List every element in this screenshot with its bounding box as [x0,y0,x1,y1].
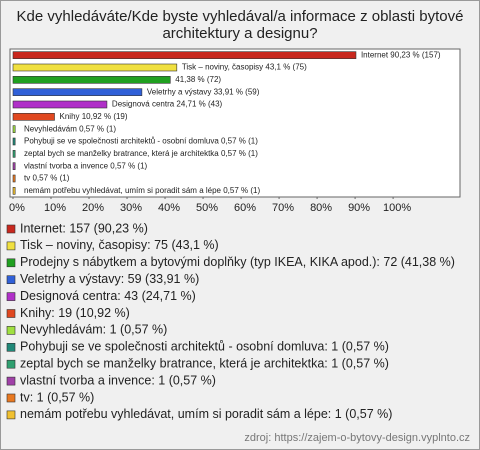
bar [12,174,16,183]
x-tick-label: 90% [348,202,370,214]
legend-label: Nevyhledávám: 1 (0,57 %) [20,323,167,337]
legend-label: Knihy: 19 (10,92 %) [20,306,130,320]
legend-swatch [6,376,16,386]
legend: Internet: 157 (90,23 %) Tisk – noviny, ča… [6,221,455,421]
legend-swatch [6,292,16,301]
bar [12,100,108,109]
bar [12,137,16,146]
legend-swatch [6,342,16,352]
legend-swatch [6,224,16,234]
legend-swatch [6,258,16,268]
chart-title: Kde vyhledáváte/Kde byste vyhledával/a i… [17,8,464,25]
legend-label: Tisk – noviny, časopisy: 75 (43,1 %) [20,238,219,252]
legend-swatch [6,326,16,335]
data-label: Internet 90,23 % (157) [361,50,441,59]
bar [12,150,16,158]
x-tick-label: 80% [310,202,332,214]
data-label: nemám potřebu vyhledávat, umím si poradi… [24,186,260,195]
data-label: zeptal bych se manželky bratrance, která… [24,149,258,158]
data-label: tv 0,57 % (1) [24,174,70,183]
bar [12,88,143,96]
data-label: Nevyhledávám 0,57 % (1) [24,124,116,133]
x-tick-label: 30% [120,202,142,214]
legend-label: Internet: 157 (90,23 %) [20,221,148,235]
x-tick-label: 70% [272,202,294,214]
bar [12,51,357,59]
data-label: Veletrhy a výstavy 33,91 % (59) [147,87,260,96]
data-label: 41,38 % (72) [175,75,221,84]
legend-swatch [6,359,16,369]
legend-label: Designová centra: 43 (24,71 %) [20,289,196,303]
legend-label: Pohybuji se ve společnosti architektů - … [20,340,389,354]
legend-label: Prodejny s nábytkem a bytovými doplňky (… [20,255,455,269]
data-label: vlastní tvorba a invence 0,57 % (1) [24,161,148,170]
bar [12,113,55,121]
x-tick-label: 50% [196,202,218,214]
legend-label: Veletrhy a výstavy: 59 (33,91 %) [20,272,199,286]
legend-swatch [6,309,16,318]
bar [12,187,16,195]
data-label: Pohybuji se ve společnosti architektů - … [24,137,258,146]
legend-swatch [6,275,16,285]
legend-swatch [6,410,16,420]
x-tick-label: 60% [234,202,256,214]
data-label: Designová centra 24,71 % (43) [112,100,223,109]
legend-label: tv: 1 (0,57 %) [20,390,94,404]
source: zdroj: https://zajem-o-bytovy-design.vyp… [244,432,470,444]
bar [12,162,16,170]
x-tick-label: 40% [158,202,180,214]
x-tick-label: 10% [44,202,66,214]
x-tick-label: 0% [9,202,25,214]
bar [12,76,171,84]
legend-swatch [6,241,16,251]
legend-label: vlastní tvorba a invence: 1 (0,57 %) [20,373,216,387]
legend-label: zeptal bych se manželky bratrance, která… [20,356,389,370]
data-label: Knihy 10,92 % (19) [60,112,128,121]
chart-title: architektury a designu? [162,25,317,42]
bar [12,125,16,133]
legend-label: nemám potřebu vyhledávat, umím si poradi… [20,407,392,421]
data-label: Tisk – noviny, časopisy 43,1 % (75) [182,63,307,72]
legend-swatch [6,393,16,403]
bar [12,63,178,72]
x-tick-label: 100% [383,202,411,214]
plot-frame [9,48,461,198]
x-tick-label: 20% [82,202,104,214]
